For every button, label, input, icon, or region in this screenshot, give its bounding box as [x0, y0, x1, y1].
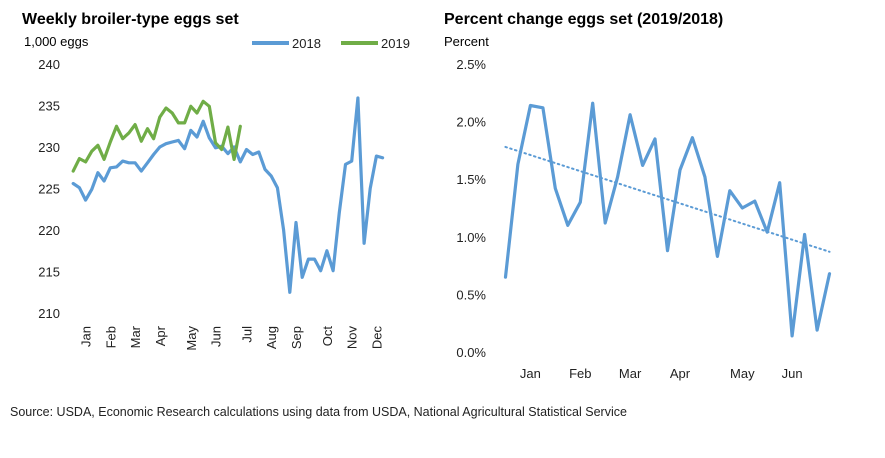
left-x-tick-label: Jul	[240, 326, 255, 343]
left-chart-ylabel: 1,000 eggs	[24, 34, 89, 49]
right-x-tick-label: Jan	[520, 366, 541, 381]
right-plot-area	[503, 101, 832, 338]
legend-label-2018: 2018	[292, 36, 321, 51]
right-y-tick-label: 0.0%	[456, 345, 486, 360]
left-y-tick-label: 240	[38, 57, 60, 72]
left-chart-title: Weekly broiler-type eggs set	[22, 11, 239, 28]
left-y-tick-label: 210	[38, 306, 60, 321]
legend-label-2019: 2019	[381, 36, 410, 51]
right-chart: Percent change eggs set (2019/2018) Perc…	[444, 11, 832, 381]
left-y-tick-label: 235	[38, 99, 60, 114]
left-y-tick-label: 215	[38, 265, 60, 280]
right-x-tick-label: Feb	[569, 366, 591, 381]
source-note: Source: USDA, Economic Research calculat…	[10, 405, 627, 419]
left-x-axis: Jan Feb Mar Apr May Jun Jul Aug Sep Oct Nov Dec	[79, 325, 385, 350]
series-line-2019	[71, 99, 242, 173]
left-x-tick-label: Mar	[128, 325, 143, 348]
left-legend: 2018 2019	[252, 36, 410, 51]
right-x-tick-label: Mar	[619, 366, 642, 381]
series-line-2018	[71, 96, 385, 294]
left-x-tick-label: Nov	[345, 326, 360, 350]
right-x-tick-label: Jun	[782, 366, 803, 381]
left-y-tick-label: 230	[38, 140, 60, 155]
right-y-tick-label: 1.0%	[456, 230, 486, 245]
left-y-tick-label: 220	[38, 223, 60, 238]
left-x-tick-label: Oct	[320, 326, 335, 347]
right-chart-ylabel: Percent	[444, 34, 489, 49]
left-y-tick-label: 225	[38, 182, 60, 197]
right-y-tick-label: 2.5%	[456, 57, 486, 72]
left-x-tick-label: Apr	[153, 325, 168, 346]
right-y-tick-label: 2.0%	[456, 115, 486, 130]
left-x-tick-label: Dec	[369, 326, 384, 350]
left-x-tick-label: Aug	[264, 326, 279, 349]
right-x-axis: Jan Feb Mar Apr May Jun	[520, 366, 803, 381]
left-y-axis: 240 235 230 225 220 215 210	[38, 57, 60, 321]
left-plot-area	[71, 96, 385, 294]
right-y-axis: 2.5% 2.0% 1.5% 1.0% 0.5% 0.0%	[456, 57, 486, 360]
left-x-tick-label: Feb	[103, 326, 118, 348]
right-y-tick-label: 1.5%	[456, 172, 486, 187]
left-chart: Weekly broiler-type eggs set 1,000 eggs …	[22, 11, 410, 351]
left-x-tick-label: Jan	[79, 326, 94, 347]
series-line-percent-change	[503, 101, 832, 338]
trendline	[504, 145, 831, 253]
right-chart-title: Percent change eggs set (2019/2018)	[444, 11, 723, 28]
left-x-tick-label: Jun	[209, 326, 224, 347]
left-x-tick-label: Sep	[289, 326, 304, 349]
right-x-tick-label: Apr	[670, 366, 691, 381]
right-x-tick-label: May	[730, 366, 755, 381]
left-x-tick-label: May	[184, 326, 199, 351]
right-y-tick-label: 0.5%	[456, 287, 486, 302]
